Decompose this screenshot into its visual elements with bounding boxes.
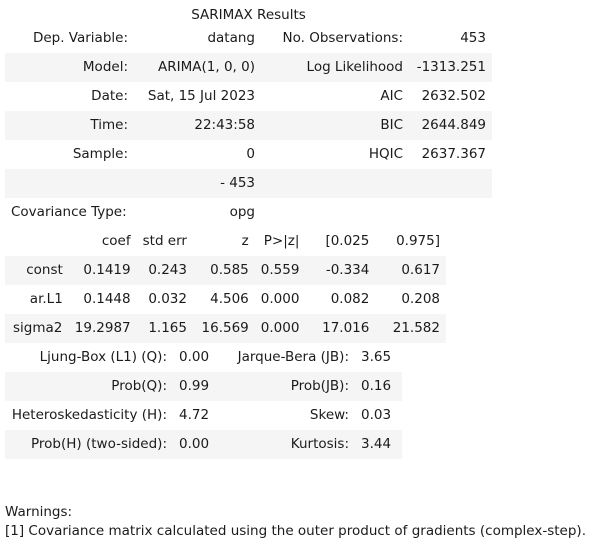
summary-value: - 453 [134,169,261,198]
table-cell: 0.000 [254,314,306,343]
results-title: SARIMAX Results [191,7,306,23]
warnings-section: Warnings: [1] Covariance matrix calculat… [5,503,586,541]
summary-label: AIC [380,88,403,104]
summary-value: datang [207,30,255,46]
diagnostic-label: Heteroskedasticity (H): [11,407,167,423]
summary-value: 453 [460,30,486,46]
summary-label: HQIC [368,146,403,162]
summary-value: 0 [246,146,255,162]
column-header: std err [142,233,187,249]
table-row: Covariance Type: opg [5,198,492,227]
diagnostic-value: 0.16 [355,372,402,401]
summary-value [409,169,492,198]
diagnostic-value: 0.99 [173,372,225,401]
summary-value: -1313.251 [409,53,492,82]
table-cell: 0.000 [260,291,300,307]
table-row: - 453 [5,169,492,198]
column-header: z [241,233,249,249]
table-cell: 17.016 [305,314,376,343]
table-row: Ljung-Box (L1) (Q): 0.00 Jarque-Bera (JB… [5,343,402,372]
diagnostic-label: Ljung-Box (L1) (Q): [39,349,167,365]
table-cell: 4.506 [210,291,249,307]
column-header: P>|z| [263,233,300,249]
table-cell: 0.032 [148,291,187,307]
table-cell: 0.1448 [83,291,131,307]
summary-label: Time: [5,111,134,140]
table-cell: 0.243 [136,256,193,285]
summary-value: 2632.502 [421,88,486,104]
diagnostic-value: 4.72 [179,407,210,423]
column-header: 0.975] [396,233,440,249]
coefficients-table: coef std err z P>|z| [0.025 0.975] const… [5,227,446,343]
model-summary-table: Dep. Variable: datang No. Observations: … [5,24,492,227]
warnings-heading: Warnings: [5,504,73,520]
table-cell: 16.569 [192,314,255,343]
diagnostic-label: Skew: [309,407,349,423]
table-cell: 0.585 [192,256,255,285]
table-row: Dep. Variable: datang No. Observations: … [5,24,492,53]
table-row: Model: ARIMA(1, 0, 0) Log Likelihood -13… [5,53,492,82]
table-row: const 0.1419 0.243 0.585 0.559 -0.334 0.… [5,256,446,285]
column-header: [0.025 [325,233,370,249]
table-row: Date: Sat, 15 Jul 2023 AIC 2632.502 [5,82,492,111]
diagnostic-label: Jarque-Bera (JB): [237,349,349,365]
column-header [5,227,69,256]
parameter-name: sigma2 [5,314,69,343]
summary-label: No. Observations: [282,30,404,46]
summary-value: ARIMA(1, 0, 0) [134,53,261,82]
warning-item: [1] Covariance matrix calculated using t… [5,523,586,539]
table-row: Heteroskedasticity (H): 4.72 Skew: 0.03 [5,401,402,430]
table-row: Prob(Q): 0.99 Prob(JB): 0.16 [5,372,402,401]
diagnostic-label: Prob(H) (two-sided): [5,430,173,459]
summary-value: 22:43:58 [134,111,261,140]
table-cell: 0.617 [375,256,446,285]
summary-label: Sample: [72,146,128,162]
summary-label: Dep. Variable: [32,30,128,46]
table-cell: 0.082 [330,291,370,307]
summary-value: 2637.367 [421,146,486,162]
parameter-name: const [5,256,69,285]
table-cell: 1.165 [136,314,193,343]
table-cell: 0.208 [401,291,440,307]
summary-label: Model: [5,53,134,82]
diagnostic-label: Kurtosis: [225,430,355,459]
table-cell: 0.559 [254,256,306,285]
covariance-type-label: Covariance Type: [11,204,127,220]
column-header: coef [101,233,131,249]
table-row: sigma2 19.2987 1.165 16.569 0.000 17.016… [5,314,446,343]
diagnostic-value: 0.00 [173,430,225,459]
diagnostic-value: 0.00 [179,349,210,365]
diagnostic-value: 3.65 [361,349,392,365]
summary-label: Date: [91,88,128,104]
table-row: Prob(H) (two-sided): 0.00 Kurtosis: 3.44 [5,430,402,459]
table-cell: -0.334 [305,256,376,285]
diagnostics-table: Ljung-Box (L1) (Q): 0.00 Jarque-Bera (JB… [5,343,402,459]
summary-label [261,169,409,198]
summary-label: Log Likelihood [261,53,409,82]
summary-value: Sat, 15 Jul 2023 [147,88,255,104]
table-row: Sample: 0 HQIC 2637.367 [5,140,492,169]
table-cell: 19.2987 [68,314,137,343]
table-header-row: coef std err z P>|z| [0.025 0.975] [5,227,446,256]
table-row: Time: 22:43:58 BIC 2644.849 [5,111,492,140]
table-cell: 0.1419 [68,256,137,285]
diagnostic-label: Prob(JB): [225,372,355,401]
covariance-type-value: opg [229,204,255,220]
summary-label: BIC [261,111,409,140]
summary-label [5,169,134,198]
diagnostic-value: 0.03 [361,407,392,423]
diagnostic-value: 3.44 [355,430,402,459]
parameter-name: ar.L1 [29,291,63,307]
summary-value: 2644.849 [409,111,492,140]
diagnostic-label: Prob(Q): [5,372,173,401]
table-cell: 21.582 [375,314,446,343]
table-row: ar.L1 0.1448 0.032 4.506 0.000 0.082 0.2… [5,285,446,314]
